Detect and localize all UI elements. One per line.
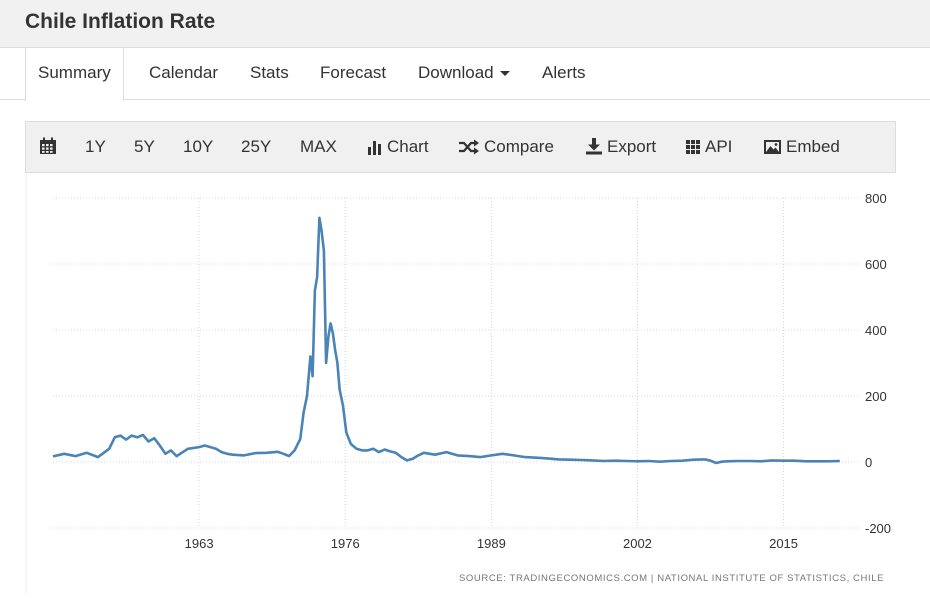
y-tick-label: -200 bbox=[865, 521, 891, 536]
y-tick-label: 600 bbox=[865, 257, 887, 272]
range-max-button[interactable]: MAX bbox=[300, 137, 337, 156]
embed-button[interactable]: Embed bbox=[763, 122, 840, 172]
chart-type-button[interactable]: Chart bbox=[367, 122, 429, 172]
page-title: Chile Inflation Rate bbox=[25, 10, 216, 33]
tab-calendar[interactable]: Calendar bbox=[149, 48, 218, 100]
export-button[interactable]: Export bbox=[585, 122, 656, 172]
y-tick-label: 800 bbox=[865, 191, 887, 206]
compare-label: Compare bbox=[484, 137, 554, 156]
inflation-chart: -200 0 200 400 600 800 1963 1976 1989 2002 2015 bbox=[25, 173, 891, 593]
compare-button[interactable]: Compare bbox=[458, 122, 554, 172]
range-10y-button[interactable]: 10Y bbox=[183, 137, 214, 156]
tab-download[interactable]: Download bbox=[418, 48, 510, 100]
x-tick-label: 1989 bbox=[477, 536, 506, 551]
api-button[interactable]: API bbox=[685, 122, 732, 172]
shuffle-icon bbox=[459, 139, 479, 155]
source-note: SOURCE: TRADINGECONOMICS.COM | NATIONAL … bbox=[459, 573, 885, 584]
x-tick-label: 2015 bbox=[769, 536, 798, 551]
tab-forecast-label: Forecast bbox=[320, 63, 387, 82]
tab-calendar-label: Calendar bbox=[149, 63, 218, 82]
series-line-0 bbox=[52, 216, 840, 465]
tab-stats-label: Stats bbox=[250, 63, 289, 82]
api-label: API bbox=[705, 137, 733, 156]
tab-stats[interactable]: Stats bbox=[250, 48, 289, 100]
y-tick-label: 400 bbox=[865, 323, 887, 338]
x-tick-label: 2002 bbox=[623, 536, 652, 551]
chart-area: -200 0 200 400 600 800 1963 1976 1989 2002 2015 bbox=[0, 173, 930, 593]
x-tick-label: 1976 bbox=[331, 536, 360, 551]
range-1y-button[interactable]: 1Y bbox=[85, 137, 106, 156]
chevron-down-icon bbox=[499, 71, 510, 77]
y-tick-label: 0 bbox=[865, 455, 872, 470]
download-icon bbox=[586, 138, 602, 155]
chart-type-label: Chart bbox=[387, 137, 429, 156]
image-icon bbox=[764, 140, 781, 154]
bar-chart-icon bbox=[368, 141, 381, 155]
tab-forecast[interactable]: Forecast bbox=[320, 48, 386, 100]
embed-label: Embed bbox=[786, 137, 840, 156]
chart-toolbar: 1Y 5Y 10Y 25Y MAX Chart Compare Export bbox=[25, 121, 896, 173]
calendar-button[interactable] bbox=[39, 122, 61, 172]
export-label: Export bbox=[607, 137, 657, 156]
tab-download-label: Download bbox=[418, 63, 494, 82]
page-header: Chile Inflation Rate bbox=[0, 0, 930, 48]
y-tick-label: 200 bbox=[865, 389, 887, 404]
tab-bar: Summary Calendar Stats Forecast Download… bbox=[0, 48, 930, 101]
calendar-icon bbox=[40, 137, 56, 154]
tab-summary[interactable]: Summary bbox=[25, 48, 124, 101]
tab-summary-label: Summary bbox=[38, 63, 111, 82]
x-tick-label: 1963 bbox=[185, 536, 214, 551]
tab-alerts-label: Alerts bbox=[542, 63, 586, 82]
range-25y-button[interactable]: 25Y bbox=[241, 137, 272, 156]
grid-icon bbox=[686, 140, 700, 154]
tab-alerts[interactable]: Alerts bbox=[542, 48, 585, 100]
range-5y-button[interactable]: 5Y bbox=[134, 137, 155, 156]
